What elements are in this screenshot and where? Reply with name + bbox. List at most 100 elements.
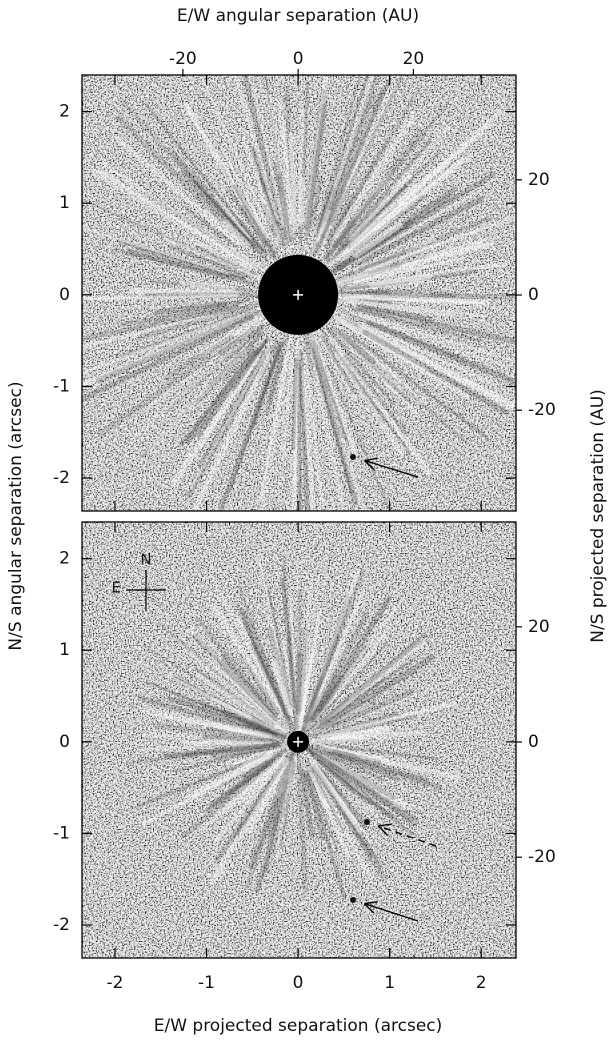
star-center: [293, 289, 304, 300]
speckle-streak: [350, 109, 504, 248]
speckle-streak: [362, 313, 516, 364]
speckle-streak: [166, 696, 287, 740]
speckle-streak: [308, 670, 418, 736]
speckle-streak: [321, 633, 389, 714]
speckle-streak: [233, 747, 266, 756]
speckle-streak: [331, 688, 416, 729]
speckle-streak: [340, 288, 443, 295]
speckle-streak: [310, 640, 420, 732]
speckle-streak: [179, 281, 236, 291]
speckle-streak: [317, 675, 345, 713]
speckle-streak: [280, 577, 299, 728]
speckle-streak: [313, 767, 388, 882]
speckle-streak: [163, 741, 281, 759]
speckle-streak: [255, 758, 296, 893]
x-tick-label: 0: [293, 973, 304, 993]
y-tick-label: 0: [59, 285, 70, 305]
y2-tick-label: 0: [528, 285, 539, 305]
speckle-streak: [331, 219, 414, 275]
speckle-streak: [178, 349, 256, 447]
speckle-streak: [97, 335, 239, 438]
speckle-streak: [230, 741, 288, 751]
speckle-streak: [345, 335, 467, 443]
y-tick-label: 2: [59, 549, 70, 569]
speckle-streak: [196, 741, 286, 749]
speckle-streak: [82, 198, 237, 269]
speckle-streak: [199, 75, 276, 243]
speckle-streak: [297, 107, 306, 226]
speckle-streak: [320, 724, 389, 740]
speckle-streak: [331, 218, 357, 249]
speckle-streak: [173, 744, 281, 773]
speckle-streak: [82, 306, 230, 342]
companion-source: [364, 819, 370, 825]
speckle-streak: [194, 331, 264, 406]
speckle-streak: [321, 111, 375, 235]
speckle-streak: [343, 311, 465, 361]
speckle-streak: [257, 340, 279, 383]
speckle-streak: [210, 326, 252, 357]
speckle-streak: [311, 764, 374, 859]
speckle-streak: [186, 354, 267, 498]
speckle-streak: [212, 722, 281, 741]
speckle-streak: [313, 762, 342, 798]
speckle-streak: [301, 675, 324, 731]
speckle-streak: [309, 595, 392, 723]
speckle-streak: [331, 152, 439, 261]
speckle-streak: [250, 641, 287, 716]
speckle-streak: [117, 308, 257, 360]
speckle-streak: [317, 757, 395, 820]
speckle-streak: [192, 633, 279, 722]
speckle-streak: [294, 341, 301, 482]
speckle-streak: [266, 95, 292, 238]
arrow-shaft: [378, 825, 437, 847]
speckle-streak: [257, 556, 291, 704]
speckle-streak: [317, 701, 458, 739]
speckle-streak: [326, 751, 401, 782]
speckle-streak: [212, 742, 283, 761]
speckle-streak: [306, 759, 345, 833]
speckle-streak: [193, 180, 269, 263]
speckle-streak: [342, 352, 408, 435]
speckle-streak: [223, 766, 273, 814]
speckle-streak: [305, 745, 396, 801]
arrow-shaft: [364, 459, 419, 478]
speckle-streak: [319, 186, 336, 228]
speckle-streak: [307, 745, 385, 782]
speckle-streak: [335, 186, 401, 256]
speckle-streak: [288, 132, 298, 232]
speckle-streak: [117, 238, 247, 281]
speckle-streak: [266, 620, 294, 717]
speckle-streak: [188, 236, 252, 272]
speckle-streak: [362, 228, 482, 273]
speckle-streak: [261, 203, 278, 238]
speckle-streak: [302, 596, 352, 724]
speckle-streak: [242, 748, 287, 780]
y-tick-label: 1: [59, 193, 70, 213]
speckle-streak: [136, 753, 268, 808]
speckle-streak: [309, 767, 326, 799]
speckle-streak: [166, 236, 238, 270]
speckle-streak: [250, 82, 285, 228]
speckle-streak: [120, 99, 250, 242]
speckle-streak: [299, 573, 320, 719]
speckle-streak: [298, 350, 310, 511]
image-panel: [82, 75, 516, 511]
speckle-streak: [335, 241, 495, 287]
speckle-streak: [336, 333, 421, 417]
y-tick-label: 2: [59, 102, 70, 122]
speckle-streak: [309, 736, 363, 744]
speckle-streak: [358, 324, 516, 408]
speckle-streak: [277, 98, 295, 237]
speckle-streak: [189, 342, 273, 490]
speckle-streak: [267, 588, 293, 706]
speckle-streak: [315, 75, 376, 241]
speckle-streak: [329, 205, 391, 265]
speckle-streak: [348, 173, 413, 241]
speckle-streak: [317, 759, 356, 795]
speckle-streak: [214, 752, 292, 863]
speckle-streak: [306, 589, 365, 720]
speckle-streak: [291, 368, 299, 511]
speckle-streak: [208, 757, 290, 885]
speckle-streak: [308, 334, 367, 511]
